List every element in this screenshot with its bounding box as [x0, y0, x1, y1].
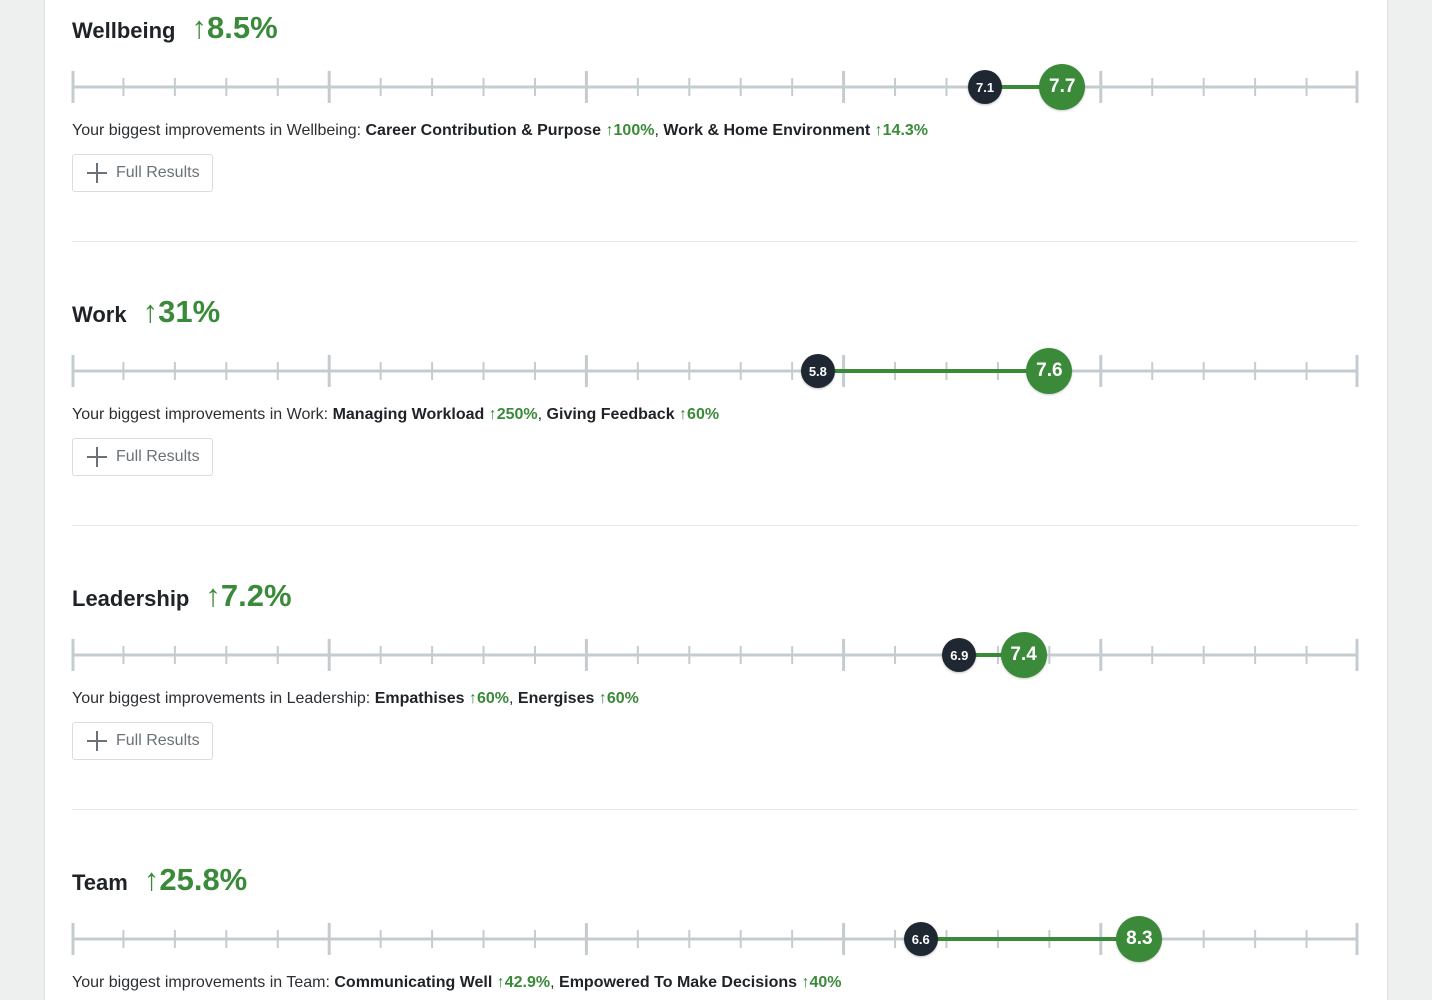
- plus-icon: [87, 163, 107, 183]
- improvement-item: Empathises: [374, 690, 465, 707]
- up-arrow-icon: ↑: [801, 974, 810, 991]
- up-arrow-icon: ↑: [598, 690, 607, 707]
- previous-score-marker: 7.1: [968, 70, 1003, 104]
- improvements-text: Your biggest improvements in Wellbeing: …: [72, 122, 929, 139]
- current-score-marker: 7.7: [1039, 64, 1086, 110]
- up-arrow-icon: ↑: [468, 690, 477, 707]
- improvement-item: Energises: [517, 690, 595, 707]
- improvement-item: Managing Workload: [332, 406, 485, 423]
- score-scale: 7.1 7.7: [71, 64, 1359, 110]
- up-arrow-icon: ↑: [496, 974, 505, 991]
- up-arrow-icon: ↑: [205, 578, 221, 613]
- previous-score-marker: 6.6: [903, 922, 938, 956]
- section-heading: Wellbeing ↑8.5%: [72, 10, 278, 46]
- score-scale: 6.6 8.3: [71, 916, 1359, 962]
- results-card: [44, 0, 1388, 1000]
- section-heading: Work ↑31%: [72, 294, 220, 330]
- improvement-percent: ↑42.9%: [496, 974, 551, 991]
- improvement-item: Communicating Well: [334, 974, 493, 991]
- scale-axis: [71, 923, 1359, 955]
- improvement-percent: ↑60%: [679, 406, 720, 423]
- current-score-marker: 7.4: [1000, 632, 1047, 678]
- up-arrow-icon: ↑: [874, 122, 883, 139]
- change-percent: ↑25.8%: [143, 862, 248, 897]
- improvement-percent: ↑40%: [801, 974, 842, 991]
- scale-axis: [71, 639, 1359, 671]
- up-arrow-icon: ↑: [679, 406, 688, 423]
- section-heading: Leadership ↑7.2%: [72, 578, 292, 614]
- improvement-item: Work & Home Environment: [663, 122, 871, 139]
- improvements-text: Your biggest improvements in Work: Manag…: [72, 406, 720, 423]
- section-heading: Team ↑25.8%: [72, 862, 247, 898]
- up-arrow-icon: ↑: [143, 862, 160, 897]
- scale-axis: [71, 71, 1359, 103]
- section-title: Wellbeing: [72, 18, 176, 43]
- section-title: Work: [72, 302, 127, 327]
- full-results-button[interactable]: Full Results: [72, 154, 213, 192]
- improvement-percent: ↑60%: [468, 690, 509, 707]
- full-results-label: Full Results: [116, 732, 200, 749]
- full-results-label: Full Results: [116, 164, 200, 181]
- section-divider: [72, 525, 1358, 526]
- improvement-item: Career Contribution & Purpose: [365, 122, 602, 139]
- section-divider: [72, 809, 1358, 810]
- previous-score-marker: 6.9: [942, 638, 977, 672]
- full-results-button[interactable]: Full Results: [72, 722, 213, 760]
- up-arrow-icon: ↑: [142, 294, 159, 329]
- change-percent: ↑31%: [142, 294, 221, 329]
- improvement-item: Empowered To Make Decisions: [559, 974, 798, 991]
- section-divider: [72, 241, 1358, 242]
- full-results-label: Full Results: [116, 448, 200, 465]
- score-scale: 6.9 7.4: [71, 632, 1359, 678]
- improvement-percent: ↑250%: [488, 406, 538, 423]
- up-arrow-icon: ↑: [605, 122, 614, 139]
- full-results-button[interactable]: Full Results: [72, 438, 213, 476]
- score-scale: 5.8 7.6: [71, 348, 1359, 394]
- change-percent: ↑8.5%: [191, 10, 278, 45]
- current-score-marker: 8.3: [1116, 916, 1163, 962]
- section-title: Team: [72, 870, 128, 895]
- improvements-text: Your biggest improvements in Team: Commu…: [72, 974, 842, 991]
- previous-score-marker: 5.8: [800, 354, 835, 388]
- improvement-percent: ↑100%: [605, 122, 655, 139]
- improvement-percent: ↑60%: [598, 690, 639, 707]
- current-score-marker: 7.6: [1026, 348, 1073, 394]
- plus-icon: [87, 731, 107, 751]
- section-title: Leadership: [72, 586, 190, 611]
- up-arrow-icon: ↑: [191, 10, 208, 45]
- scale-axis: [71, 355, 1359, 387]
- improvement-item: Giving Feedback: [546, 406, 675, 423]
- up-arrow-icon: ↑: [488, 406, 497, 423]
- improvement-percent: ↑14.3%: [874, 122, 929, 139]
- change-percent: ↑7.2%: [205, 578, 292, 613]
- plus-icon: [87, 447, 107, 467]
- improvements-text: Your biggest improvements in Leadership:…: [72, 690, 639, 707]
